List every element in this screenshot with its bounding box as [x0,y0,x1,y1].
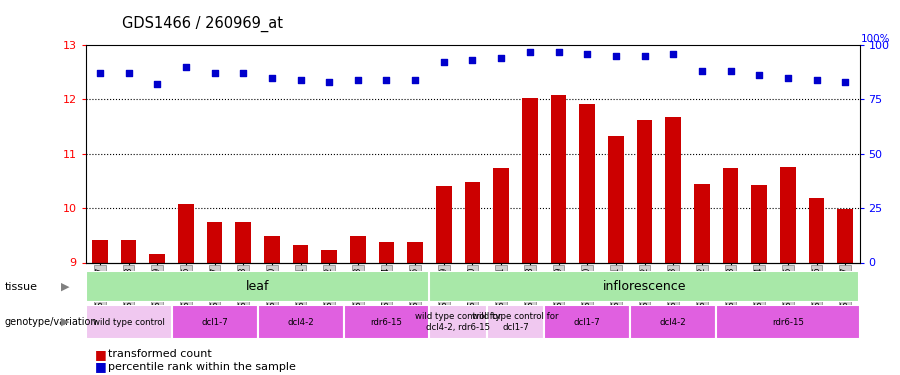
Bar [487,305,544,339]
Text: dcl1-7: dcl1-7 [574,318,600,327]
Bar [257,305,344,339]
Text: ▶: ▶ [61,282,70,291]
Bar [580,104,595,262]
Point [494,55,508,61]
Bar [149,254,165,262]
Bar [121,240,137,262]
Point [293,77,308,83]
Text: dcl4-2: dcl4-2 [660,318,687,327]
Point [637,53,652,59]
Point [608,53,623,59]
Point [178,64,193,70]
Text: GDS1466 / 260969_at: GDS1466 / 260969_at [122,16,283,32]
Point [523,48,537,54]
Bar [408,242,423,262]
Point [580,51,594,57]
Bar [207,222,222,262]
Point [780,75,795,81]
Bar [636,120,652,262]
Point [150,81,165,87]
Point [552,48,566,54]
Bar [379,242,394,262]
Point [351,77,365,83]
Point [666,51,680,57]
Bar [544,305,630,339]
Point [809,77,824,83]
Bar [172,305,257,339]
Bar [716,305,860,339]
Bar [665,117,681,262]
Bar [92,240,108,262]
Text: wild type control for
dcl1-7: wild type control for dcl1-7 [472,312,559,332]
Bar [752,185,767,262]
Point [236,70,250,76]
Bar [493,168,509,262]
Point [322,79,337,85]
Bar [780,167,796,262]
Text: ■: ■ [94,348,106,361]
Bar [694,184,710,262]
Bar [321,250,337,262]
Bar [436,186,452,262]
Text: transformed count: transformed count [108,350,212,359]
Text: tissue: tissue [4,282,38,291]
Point [838,79,852,85]
Bar [292,245,309,262]
Bar [344,305,429,339]
Bar [464,182,481,262]
Text: rdr6-15: rdr6-15 [371,318,402,327]
Point [724,68,738,74]
Text: percentile rank within the sample: percentile rank within the sample [108,362,296,372]
Bar [429,305,487,339]
Bar [86,305,172,339]
Point [436,59,451,65]
Bar [723,168,738,262]
Point [265,75,279,81]
Text: genotype/variation: genotype/variation [4,317,97,327]
Bar [837,209,853,262]
Text: rdr6-15: rdr6-15 [772,318,804,327]
Bar [178,204,194,262]
Bar [86,271,429,302]
Bar [264,236,280,262]
Text: 100%: 100% [861,34,891,44]
Bar [350,236,365,262]
Point [207,70,221,76]
Text: wild type control: wild type control [93,318,165,327]
Point [408,77,422,83]
Text: leaf: leaf [246,280,269,293]
Text: ▶: ▶ [61,317,70,327]
Point [695,68,709,74]
Bar [608,136,624,262]
Bar [235,222,251,262]
Text: inflorescence: inflorescence [603,280,686,293]
Text: dcl4-2: dcl4-2 [287,318,314,327]
Point [122,70,136,76]
Bar [429,271,860,302]
Bar [522,98,537,262]
Point [93,70,107,76]
Point [752,72,767,78]
Text: dcl1-7: dcl1-7 [201,318,228,327]
Point [379,77,393,83]
Point [465,57,480,63]
Bar [551,95,566,262]
Bar [808,198,824,262]
Text: wild type control for
dcl4-2, rdr6-15: wild type control for dcl4-2, rdr6-15 [415,312,501,332]
Text: ■: ■ [94,360,106,373]
Bar [630,305,716,339]
